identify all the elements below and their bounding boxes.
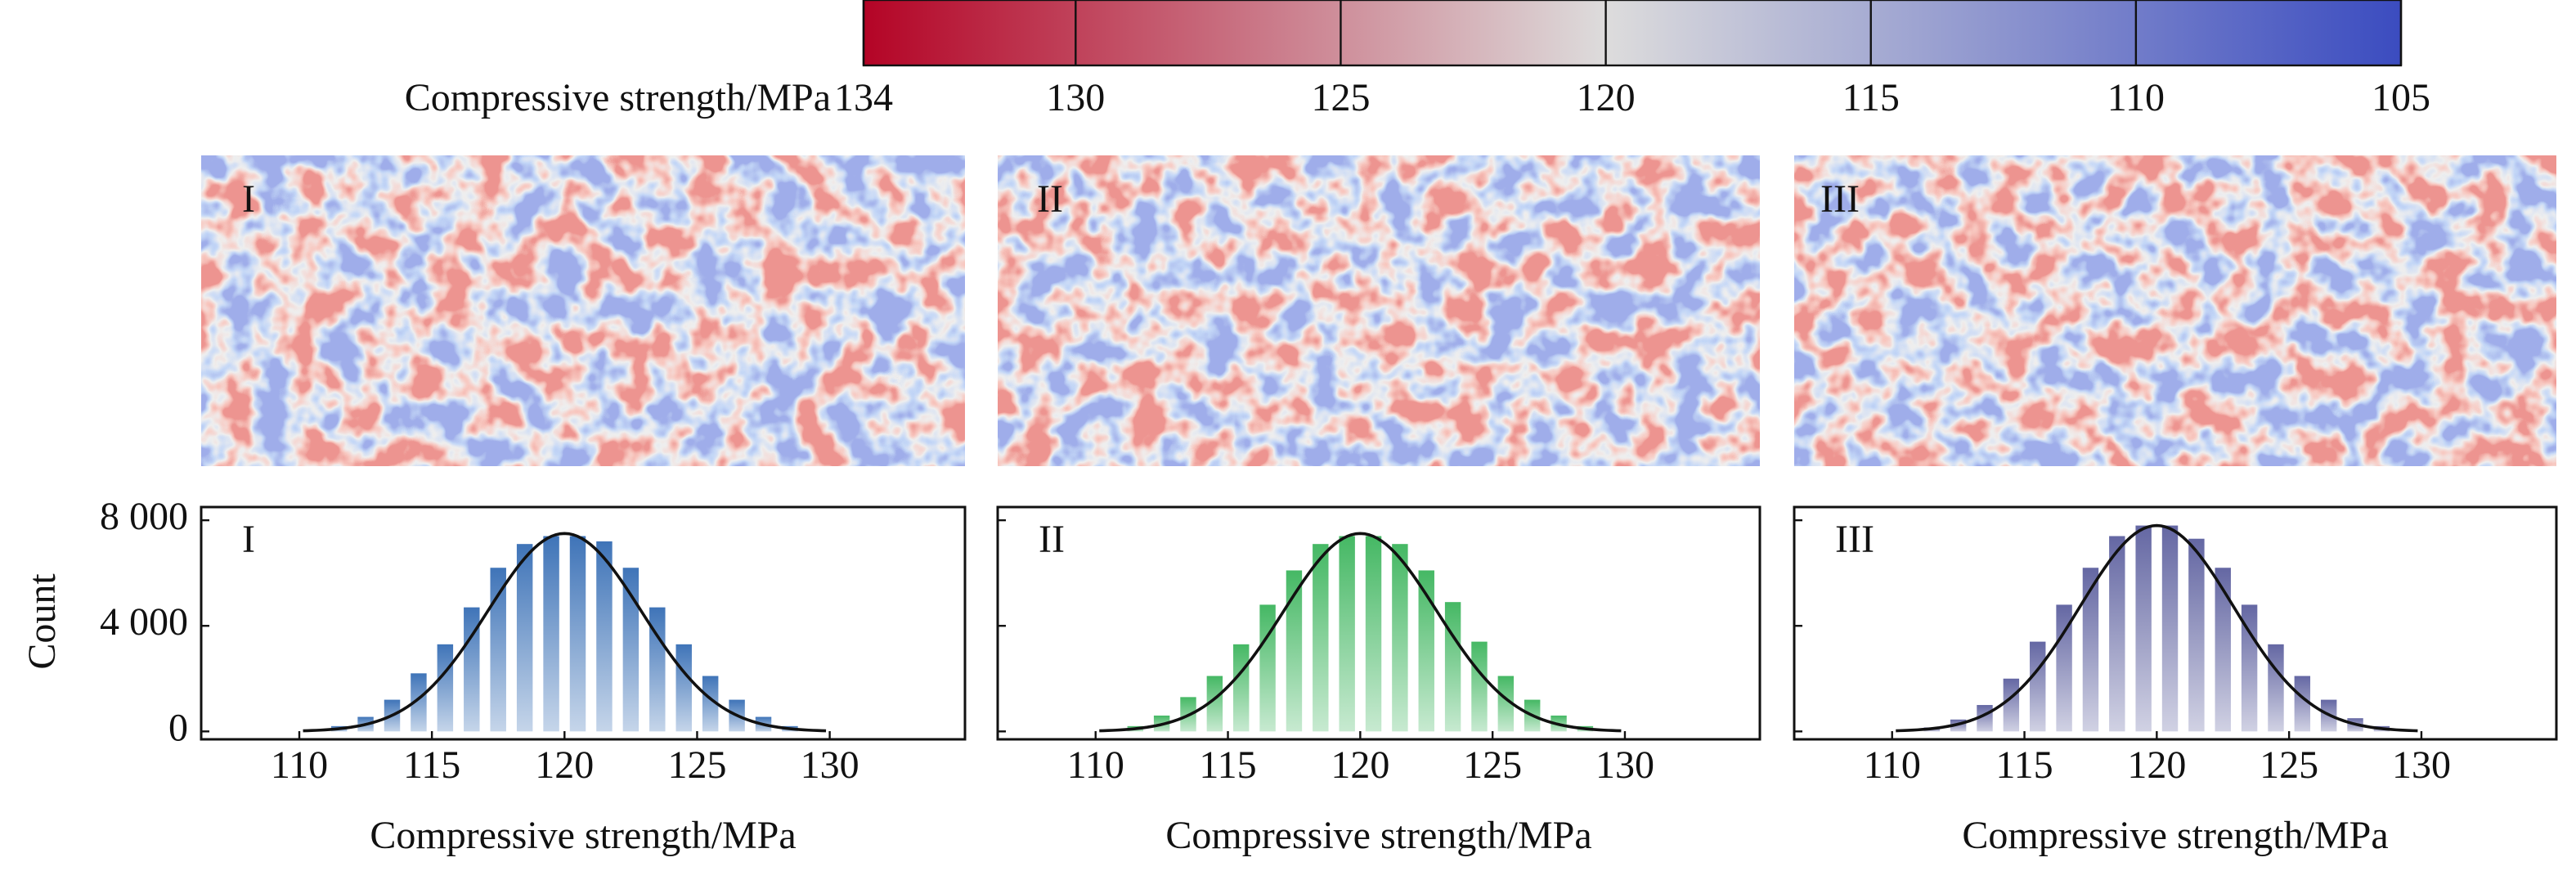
bar [569,536,586,732]
bar [411,673,427,732]
map-label: I [242,177,255,221]
colorbar-tick-label: 130 [1046,76,1105,119]
bar [1233,644,1250,732]
bar [622,568,640,732]
bar [1444,602,1461,732]
bar [675,644,692,732]
colorbar [862,0,2403,67]
y-tick-label: 4 000 [100,600,188,644]
plot-frame [1793,505,2558,741]
x-axis-label: Compressive strength/MPa [1165,814,1591,857]
fit-curve [303,532,827,733]
bar [543,536,559,732]
bar [1365,536,1382,732]
x-tick-label: 130 [1595,743,1654,787]
bar [596,541,613,732]
bar [516,544,533,732]
bar [2030,641,2046,732]
x-tick-label: 115 [1199,743,1256,787]
bar [1313,544,1329,732]
bar [2135,525,2152,732]
x-tick-label: 110 [1067,743,1124,787]
x-tick-label: 125 [2260,743,2318,787]
bar [2003,678,2020,732]
x-tick-label: 130 [2392,743,2451,787]
field-map [201,155,965,466]
bar [2294,676,2311,732]
panel-label: III [1835,518,1874,561]
bar [437,644,454,732]
bar [1206,676,1223,732]
y-axis-label: Count [20,573,64,670]
bar [490,568,506,732]
bar [2109,536,2125,732]
bar [2188,538,2205,732]
colorbar-tick-label: 105 [2372,76,2430,119]
x-tick-label: 115 [403,743,460,787]
x-tick-label: 120 [1331,743,1389,787]
colorbar-tick-label: 115 [1842,76,1900,119]
x-tick-label: 120 [2127,743,2186,787]
bar [2082,568,2099,732]
plot-frame [200,505,967,741]
bar [1286,570,1303,732]
colorbar-tick-label: 134 [834,76,893,119]
colorbar-tick-label: 110 [2107,76,2165,119]
bar [1471,641,1488,732]
plot-frame [996,505,1761,741]
x-tick-label: 120 [535,743,594,787]
bar [1339,536,1355,732]
bar [1392,544,1408,732]
field-map [1794,155,2556,466]
field-map [998,155,1760,466]
bar [2268,644,2284,732]
fit-curve [1896,523,2418,733]
x-axis-label: Compressive strength/MPa [1962,814,2388,857]
colorbar-label: Compressive strength/MPa [405,76,831,119]
x-tick-label: 110 [271,743,328,787]
fit-curve [1099,532,1622,733]
panel-label: II [1039,518,1065,561]
x-tick-label: 110 [1864,743,1921,787]
map-label: II [1037,177,1063,221]
y-tick-label: 0 [168,706,188,749]
map-label: III [1820,177,1860,221]
bar [1418,570,1434,732]
colorbar-tick-label: 120 [1577,76,1636,119]
x-tick-label: 130 [801,743,859,787]
colorbar-tick-label: 125 [1311,76,1370,119]
bar [2215,568,2231,732]
bar [464,607,480,732]
x-tick-label: 125 [1463,743,1522,787]
y-tick-label: 8 000 [100,495,188,538]
x-tick-label: 115 [1995,743,2053,787]
bar [2161,525,2179,732]
bar [1259,604,1276,732]
bar [1497,676,1515,732]
x-axis-label: Compressive strength/MPa [370,814,796,857]
bar [649,607,666,732]
x-tick-label: 125 [667,743,726,787]
panel-label: I [242,518,255,561]
bar [702,676,719,732]
